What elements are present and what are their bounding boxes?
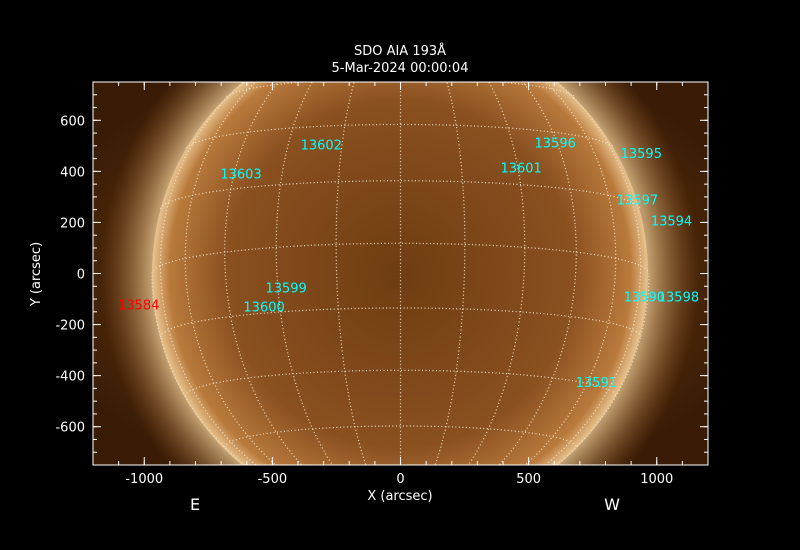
chart-subtitle: 5-Mar-2024 00:00:04: [332, 61, 469, 76]
x-tick-label: 500: [516, 472, 541, 487]
x-tick-label: 0: [396, 472, 404, 487]
grid-line: [185, 123, 616, 149]
east-label: E: [190, 495, 200, 514]
grid-line: [159, 307, 642, 338]
region-label: 13600: [243, 300, 284, 315]
heliographic-grid: [151, 28, 650, 511]
grid-line: [336, 503, 465, 511]
x-axis-label: X (arcsec): [367, 489, 432, 504]
west-label: W: [604, 495, 620, 514]
grid-line: [226, 82, 575, 98]
y-tick-label: -200: [55, 319, 85, 334]
axis-ticks: -1000 -500 0 500 1000 -600 -400 -200 0 200 400 600: [55, 82, 709, 487]
region-label: 13602: [301, 138, 342, 153]
region-label: 13596: [535, 136, 576, 151]
y-tick-label: 400: [60, 165, 85, 180]
grid-line: [344, 28, 458, 32]
region-label: 13595: [621, 147, 662, 162]
y-tick-label: -600: [55, 421, 85, 436]
region-label: 13601: [500, 161, 541, 176]
region-label: 13594: [651, 214, 692, 229]
x-tick-label: -500: [258, 472, 288, 487]
y-axis-label: Y (arcsec): [29, 242, 44, 307]
region-label: 13598: [658, 290, 699, 305]
y-tick-label: -400: [55, 370, 85, 385]
y-tick-label: 0: [77, 268, 85, 283]
region-label: 13603: [220, 167, 261, 182]
x-tick-label: 1000: [640, 472, 673, 487]
region-label: 13597: [617, 193, 658, 208]
region-labels: 13603 13602 13596 13601 13595 13597 13594 13599…: [118, 136, 699, 391]
x-tick-label: -1000: [125, 472, 163, 487]
chart-title: SDO AIA 193Å: [354, 43, 446, 59]
grid-line: [160, 180, 641, 210]
grid-line: [159, 82, 257, 465]
y-tick-label: 200: [60, 216, 85, 231]
region-label: 13590: [624, 290, 665, 305]
region-label: 13599: [265, 282, 306, 297]
region-label: 13591: [576, 376, 617, 391]
region-label: 13584: [118, 299, 159, 314]
grid-line: [544, 82, 642, 465]
y-tick-label: 600: [60, 114, 85, 129]
